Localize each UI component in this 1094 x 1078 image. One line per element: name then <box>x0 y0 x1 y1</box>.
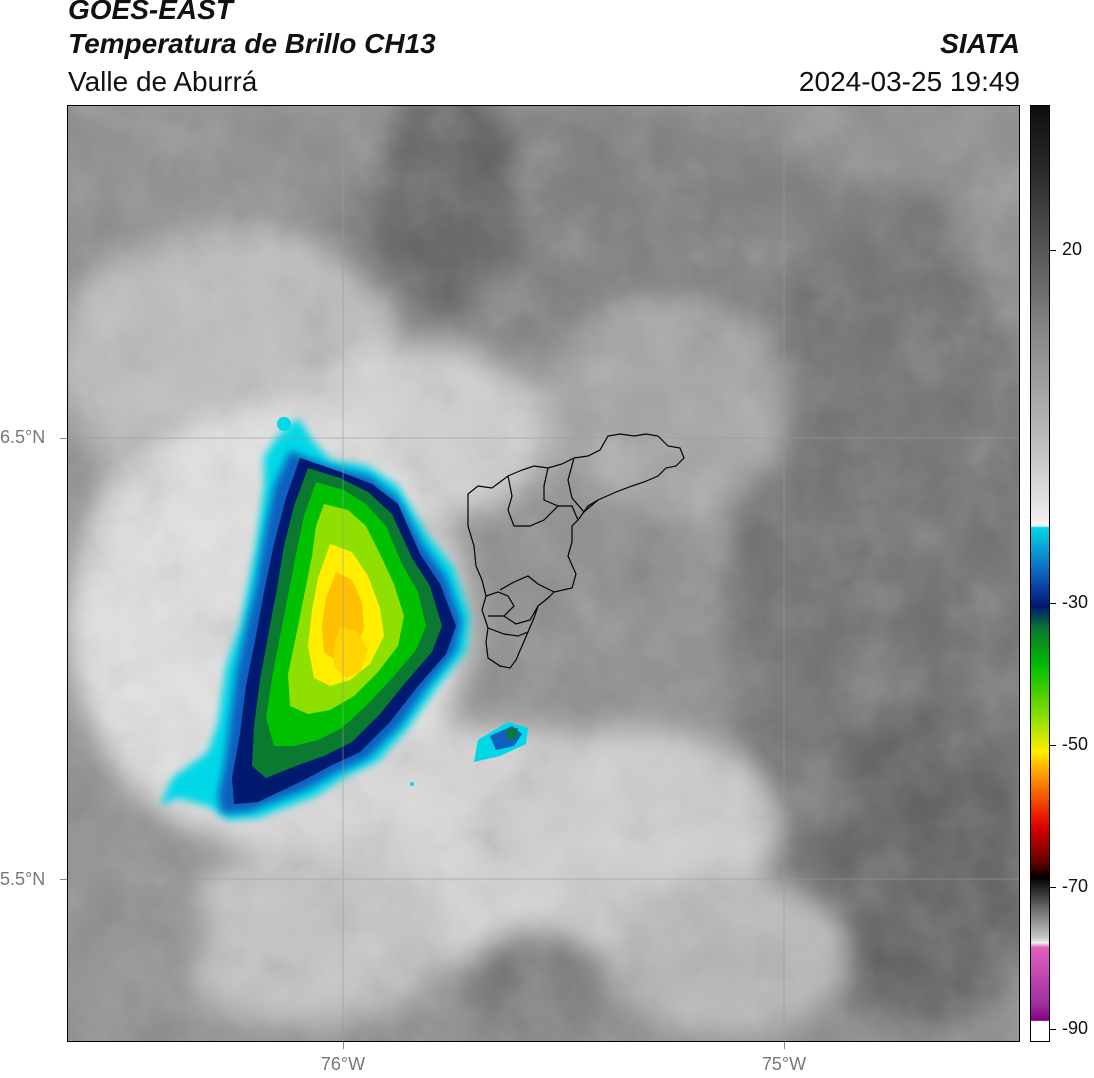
colorbar-label-minus70: -70 <box>1062 876 1089 896</box>
map-gridlines <box>68 106 1019 1041</box>
colorbar-tick <box>1050 745 1056 746</box>
lon-tick <box>784 1042 785 1049</box>
lon-tick <box>343 1042 344 1049</box>
lon-label-75w: 75°W <box>761 1054 807 1074</box>
colorbar-label-minus90: -90 <box>1062 1018 1089 1038</box>
lat-tick <box>60 438 67 439</box>
colorbar-tick <box>1050 250 1056 251</box>
lon-label-76w: 76°W <box>320 1054 366 1074</box>
lat-tick <box>60 879 67 880</box>
colorbar-label-minus50: -50 <box>1062 734 1089 754</box>
colorbar-tick <box>1050 1029 1056 1030</box>
region-title: Valle de Aburrá <box>68 66 258 97</box>
colorbar-label-20: 20 <box>1062 239 1083 259</box>
satellite-map[interactable] <box>67 105 1020 1042</box>
colorbar <box>1030 105 1050 1042</box>
satellite-title: GOES-EAST <box>68 0 233 25</box>
product-title: Temperatura de Brillo CH13 <box>68 28 436 59</box>
colorbar-label-minus30: -30 <box>1062 592 1089 612</box>
organization-label: SIATA <box>940 28 1020 59</box>
valle-aburra-boundary <box>467 433 685 669</box>
lat-label-6-5: 6.5°N <box>0 427 46 447</box>
colorbar-tick <box>1050 887 1056 888</box>
colorbar-tick <box>1050 603 1056 604</box>
timestamp-label: 2024-03-25 19:49 <box>798 66 1020 97</box>
lat-label-5-5: 5.5°N <box>0 869 46 889</box>
